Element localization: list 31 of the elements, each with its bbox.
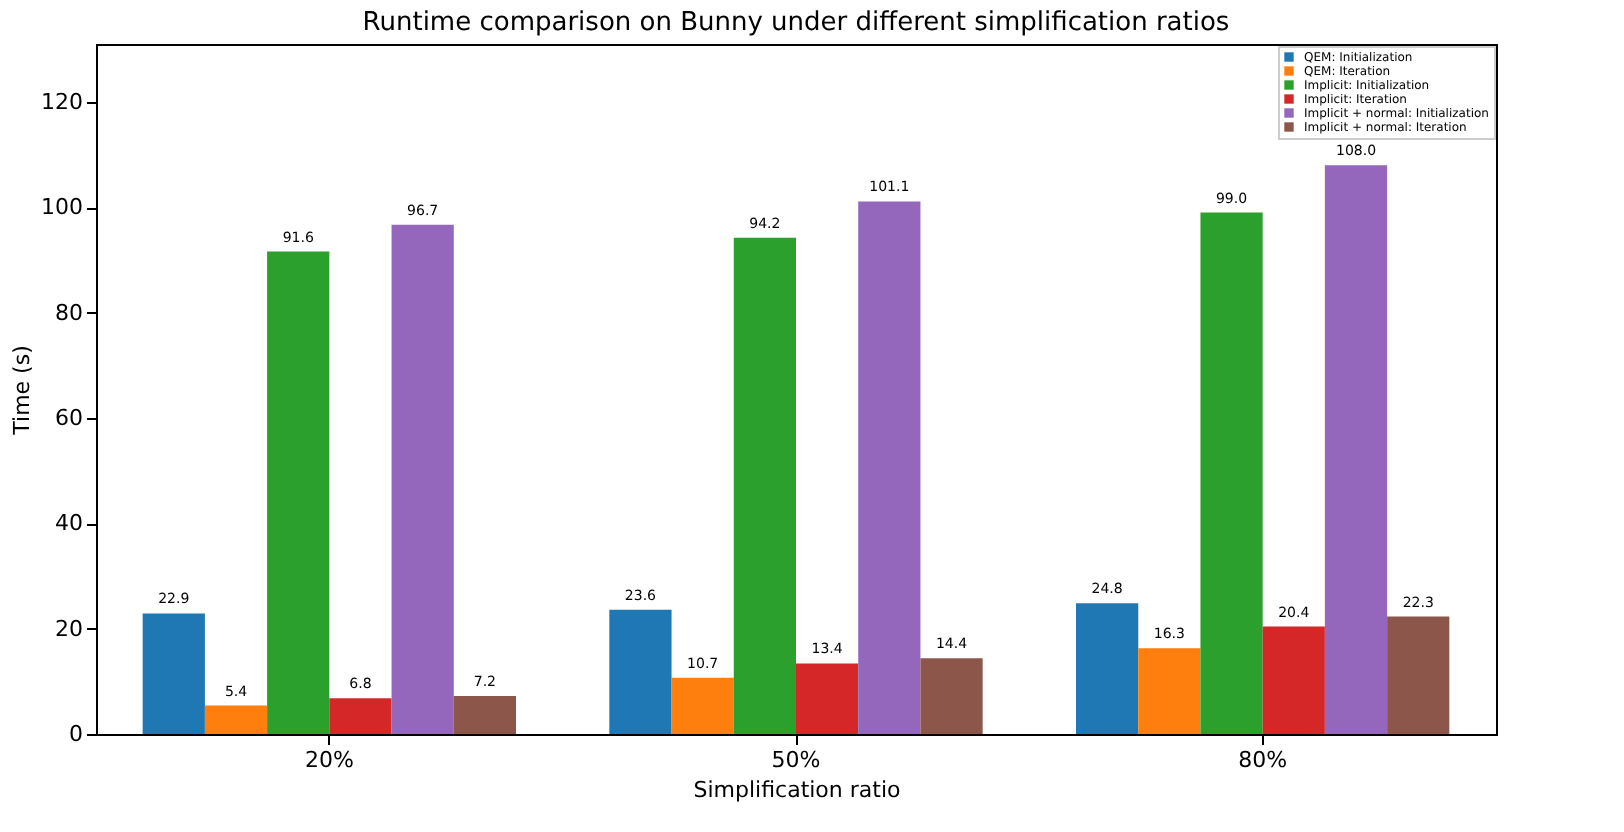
x-tick-label: 80% bbox=[1238, 747, 1288, 773]
chart-title: Runtime comparison on Bunny under different simplification ratios bbox=[362, 8, 1230, 38]
y-tick-label: 0 bbox=[69, 721, 83, 747]
bar bbox=[796, 663, 859, 734]
x-tick-label: 50% bbox=[771, 747, 821, 773]
bar bbox=[453, 696, 516, 734]
y-tick-label: 40 bbox=[55, 510, 83, 537]
bar bbox=[1324, 165, 1388, 734]
bar bbox=[267, 251, 330, 734]
bar bbox=[391, 224, 454, 734]
y-tick-label: 120 bbox=[41, 88, 83, 115]
x-tick-label: 20% bbox=[304, 747, 354, 773]
bar bbox=[733, 237, 796, 734]
y-tick-label: 60 bbox=[55, 404, 83, 431]
x-axis-title: Simplification ratio bbox=[693, 777, 902, 803]
y-tick-label: 100 bbox=[41, 194, 83, 221]
bar bbox=[671, 677, 734, 734]
y-tick-label: 20 bbox=[55, 615, 83, 642]
bar bbox=[204, 705, 268, 734]
bar bbox=[142, 613, 205, 734]
bar bbox=[1200, 212, 1263, 734]
y-tick-label: 80 bbox=[55, 299, 83, 326]
bar bbox=[329, 698, 392, 734]
bar bbox=[1387, 616, 1450, 734]
bar bbox=[920, 658, 983, 734]
y-axis-title: Time (s) bbox=[9, 345, 36, 437]
bar bbox=[609, 609, 672, 734]
bar bbox=[1076, 603, 1139, 734]
bar bbox=[858, 201, 921, 734]
bar bbox=[1262, 626, 1325, 734]
bar bbox=[1138, 648, 1201, 734]
